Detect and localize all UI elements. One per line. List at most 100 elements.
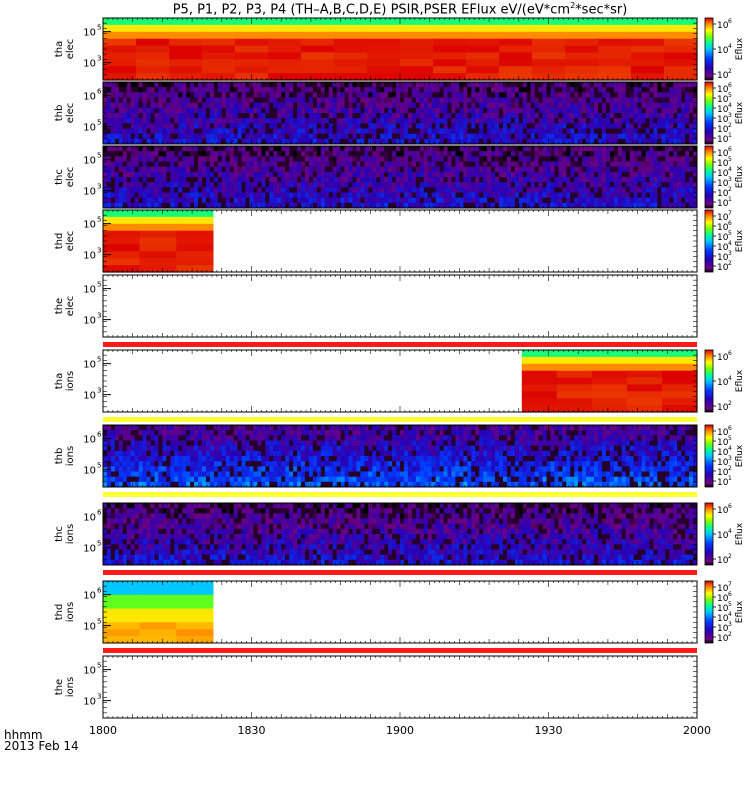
heatmap-cell [491, 113, 496, 119]
heatmap-cell [249, 87, 254, 93]
heatmap-cell [479, 97, 484, 104]
heatmap-cell [142, 156, 147, 162]
heatmap-cell [118, 161, 124, 168]
heatmap-cell [174, 166, 179, 173]
heatmap-cell [566, 123, 571, 129]
heatmap-cell [376, 92, 381, 98]
heatmap-cell [590, 187, 595, 193]
heatmap-cell [665, 128, 670, 135]
heatmap-cell [392, 82, 397, 88]
heatmap-cell [312, 187, 318, 193]
heatmap-cell [669, 151, 674, 157]
heatmap-cell [407, 123, 413, 129]
heatmap-cell [669, 107, 674, 114]
heatmap-cell [431, 171, 437, 178]
heatmap-cell [384, 107, 389, 114]
heatmap-cell [673, 107, 678, 114]
heatmap-cell [268, 52, 302, 60]
heatmap-cell [328, 97, 334, 104]
heatmap-cell [669, 197, 674, 204]
heatmap-cell [174, 182, 179, 188]
heatmap-cell [202, 31, 236, 40]
heatmap-cell [134, 123, 140, 129]
heatmap-cell [130, 177, 136, 183]
heatmap-cell [285, 128, 290, 135]
heatmap-cell [665, 151, 670, 157]
heatmap-cell [273, 128, 278, 135]
heatmap-cell [431, 182, 437, 188]
heatmap-cell [178, 202, 183, 209]
heatmap-cell [483, 102, 488, 109]
heatmap-cell [617, 177, 623, 183]
heatmap-cell [233, 177, 239, 183]
heatmap-cell [380, 202, 385, 209]
heatmap-cell [114, 92, 120, 98]
heatmap-cell [657, 87, 662, 93]
heatmap-cell [601, 156, 607, 162]
heatmap-cell [150, 187, 155, 193]
heatmap-cell [530, 192, 536, 199]
heatmap-cell [297, 182, 302, 188]
heatmap-cell [483, 138, 488, 145]
heatmap-cell [368, 102, 373, 109]
heatmap-cell [245, 102, 250, 109]
heatmap-cell [233, 123, 239, 129]
heatmap-cell [265, 133, 270, 140]
heatmap-cell [332, 171, 338, 178]
heatmap-cell [289, 102, 294, 109]
heatmap-cell [570, 128, 575, 135]
heatmap-cell [182, 192, 187, 199]
heatmap-cell [621, 192, 627, 199]
heatmap-cell [205, 146, 211, 152]
heatmap-cell [106, 107, 112, 114]
heatmap-cell [487, 128, 492, 135]
heatmap-cell [174, 156, 179, 162]
heatmap-cell [233, 202, 239, 209]
heatmap-cell [340, 161, 345, 168]
heatmap-cell [689, 161, 694, 168]
heatmap-cell [605, 187, 611, 193]
heatmap-cell [229, 118, 235, 124]
heatmap-cell [360, 202, 365, 209]
heatmap-cell [277, 161, 282, 168]
heatmap-cell [685, 156, 690, 162]
heatmap-cell [538, 161, 543, 168]
heatmap-cell [146, 187, 151, 193]
heatmap-cell [433, 24, 467, 33]
heatmap-cell [487, 92, 492, 98]
heatmap-cell [103, 258, 141, 266]
heatmap-cell [530, 102, 536, 109]
heatmap-cell [427, 133, 433, 140]
heatmap-cell [162, 138, 167, 145]
heatmap-cell [136, 52, 170, 60]
heatmap-cell [162, 161, 167, 168]
heatmap-cell [641, 187, 646, 193]
heatmap-cell [118, 187, 124, 193]
heatmap-cell [586, 192, 591, 199]
heatmap-cell [546, 92, 551, 98]
heatmap-cell [475, 192, 480, 199]
heatmap-cell [664, 73, 698, 81]
heatmap-cell [451, 161, 456, 168]
heatmap-cell [439, 166, 444, 173]
heatmap-cell [447, 102, 452, 109]
heatmap-cell [423, 92, 429, 98]
heatmap-cell [518, 187, 524, 193]
heatmap-cell [570, 123, 575, 129]
heatmap-cell [435, 197, 440, 204]
heatmap-cell [392, 107, 397, 114]
heatmap-cell [388, 102, 393, 109]
heatmap-cell [178, 123, 183, 129]
heatmap-cell [285, 171, 290, 178]
heatmap-cell [566, 102, 571, 109]
heatmap-cell [241, 92, 246, 98]
heatmap-cell [384, 171, 389, 178]
heatmap-cell [237, 161, 242, 168]
heatmap-cell [554, 197, 559, 204]
heatmap-cell [510, 151, 516, 157]
heatmap-cell [320, 161, 326, 168]
heatmap-cell [617, 182, 623, 188]
heatmap-cell [483, 171, 488, 178]
heatmap-cell [122, 171, 128, 178]
heatmap-cell [324, 133, 330, 140]
